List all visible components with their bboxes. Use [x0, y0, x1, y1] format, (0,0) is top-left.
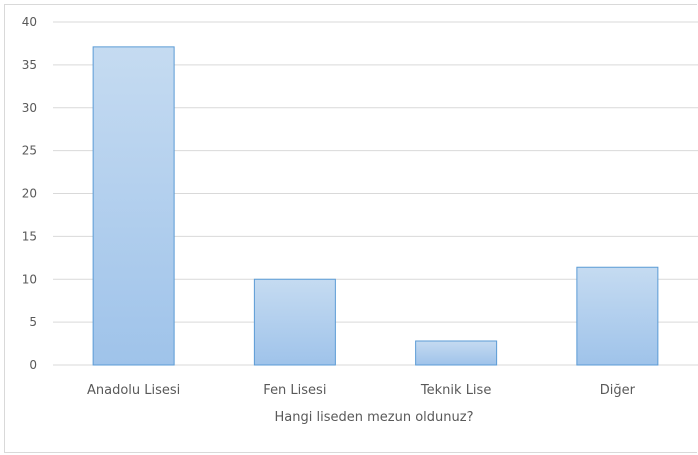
- y-tick-label: 20: [22, 187, 37, 201]
- y-tick-label: 15: [22, 229, 37, 243]
- y-axis-ticks: 0 5 10 15 20 25 30 35 40: [22, 15, 37, 372]
- bars: [92, 46, 659, 366]
- bar: [253, 278, 336, 366]
- x-tick-label: Teknik Lise: [420, 383, 491, 398]
- y-tick-label: 35: [22, 58, 37, 72]
- y-tick-label: 30: [22, 101, 37, 115]
- x-tick-label: Diğer: [600, 383, 636, 398]
- bar: [576, 266, 659, 366]
- y-tick-label: 40: [22, 15, 37, 29]
- x-axis-ticks: Anadolu Lisesi Fen Lisesi Teknik Lise Diğer: [87, 383, 636, 398]
- x-tick-label: Anadolu Lisesi: [87, 383, 180, 398]
- y-tick-label: 5: [29, 315, 37, 329]
- bar: [415, 340, 498, 366]
- bar: [92, 46, 175, 366]
- x-tick-label: Fen Lisesi: [263, 383, 326, 398]
- x-axis-label: Hangi liseden mezun oldunuz?: [275, 410, 474, 425]
- y-tick-label: 0: [29, 358, 37, 372]
- y-tick-label: 25: [22, 144, 37, 158]
- y-tick-label: 10: [22, 272, 37, 286]
